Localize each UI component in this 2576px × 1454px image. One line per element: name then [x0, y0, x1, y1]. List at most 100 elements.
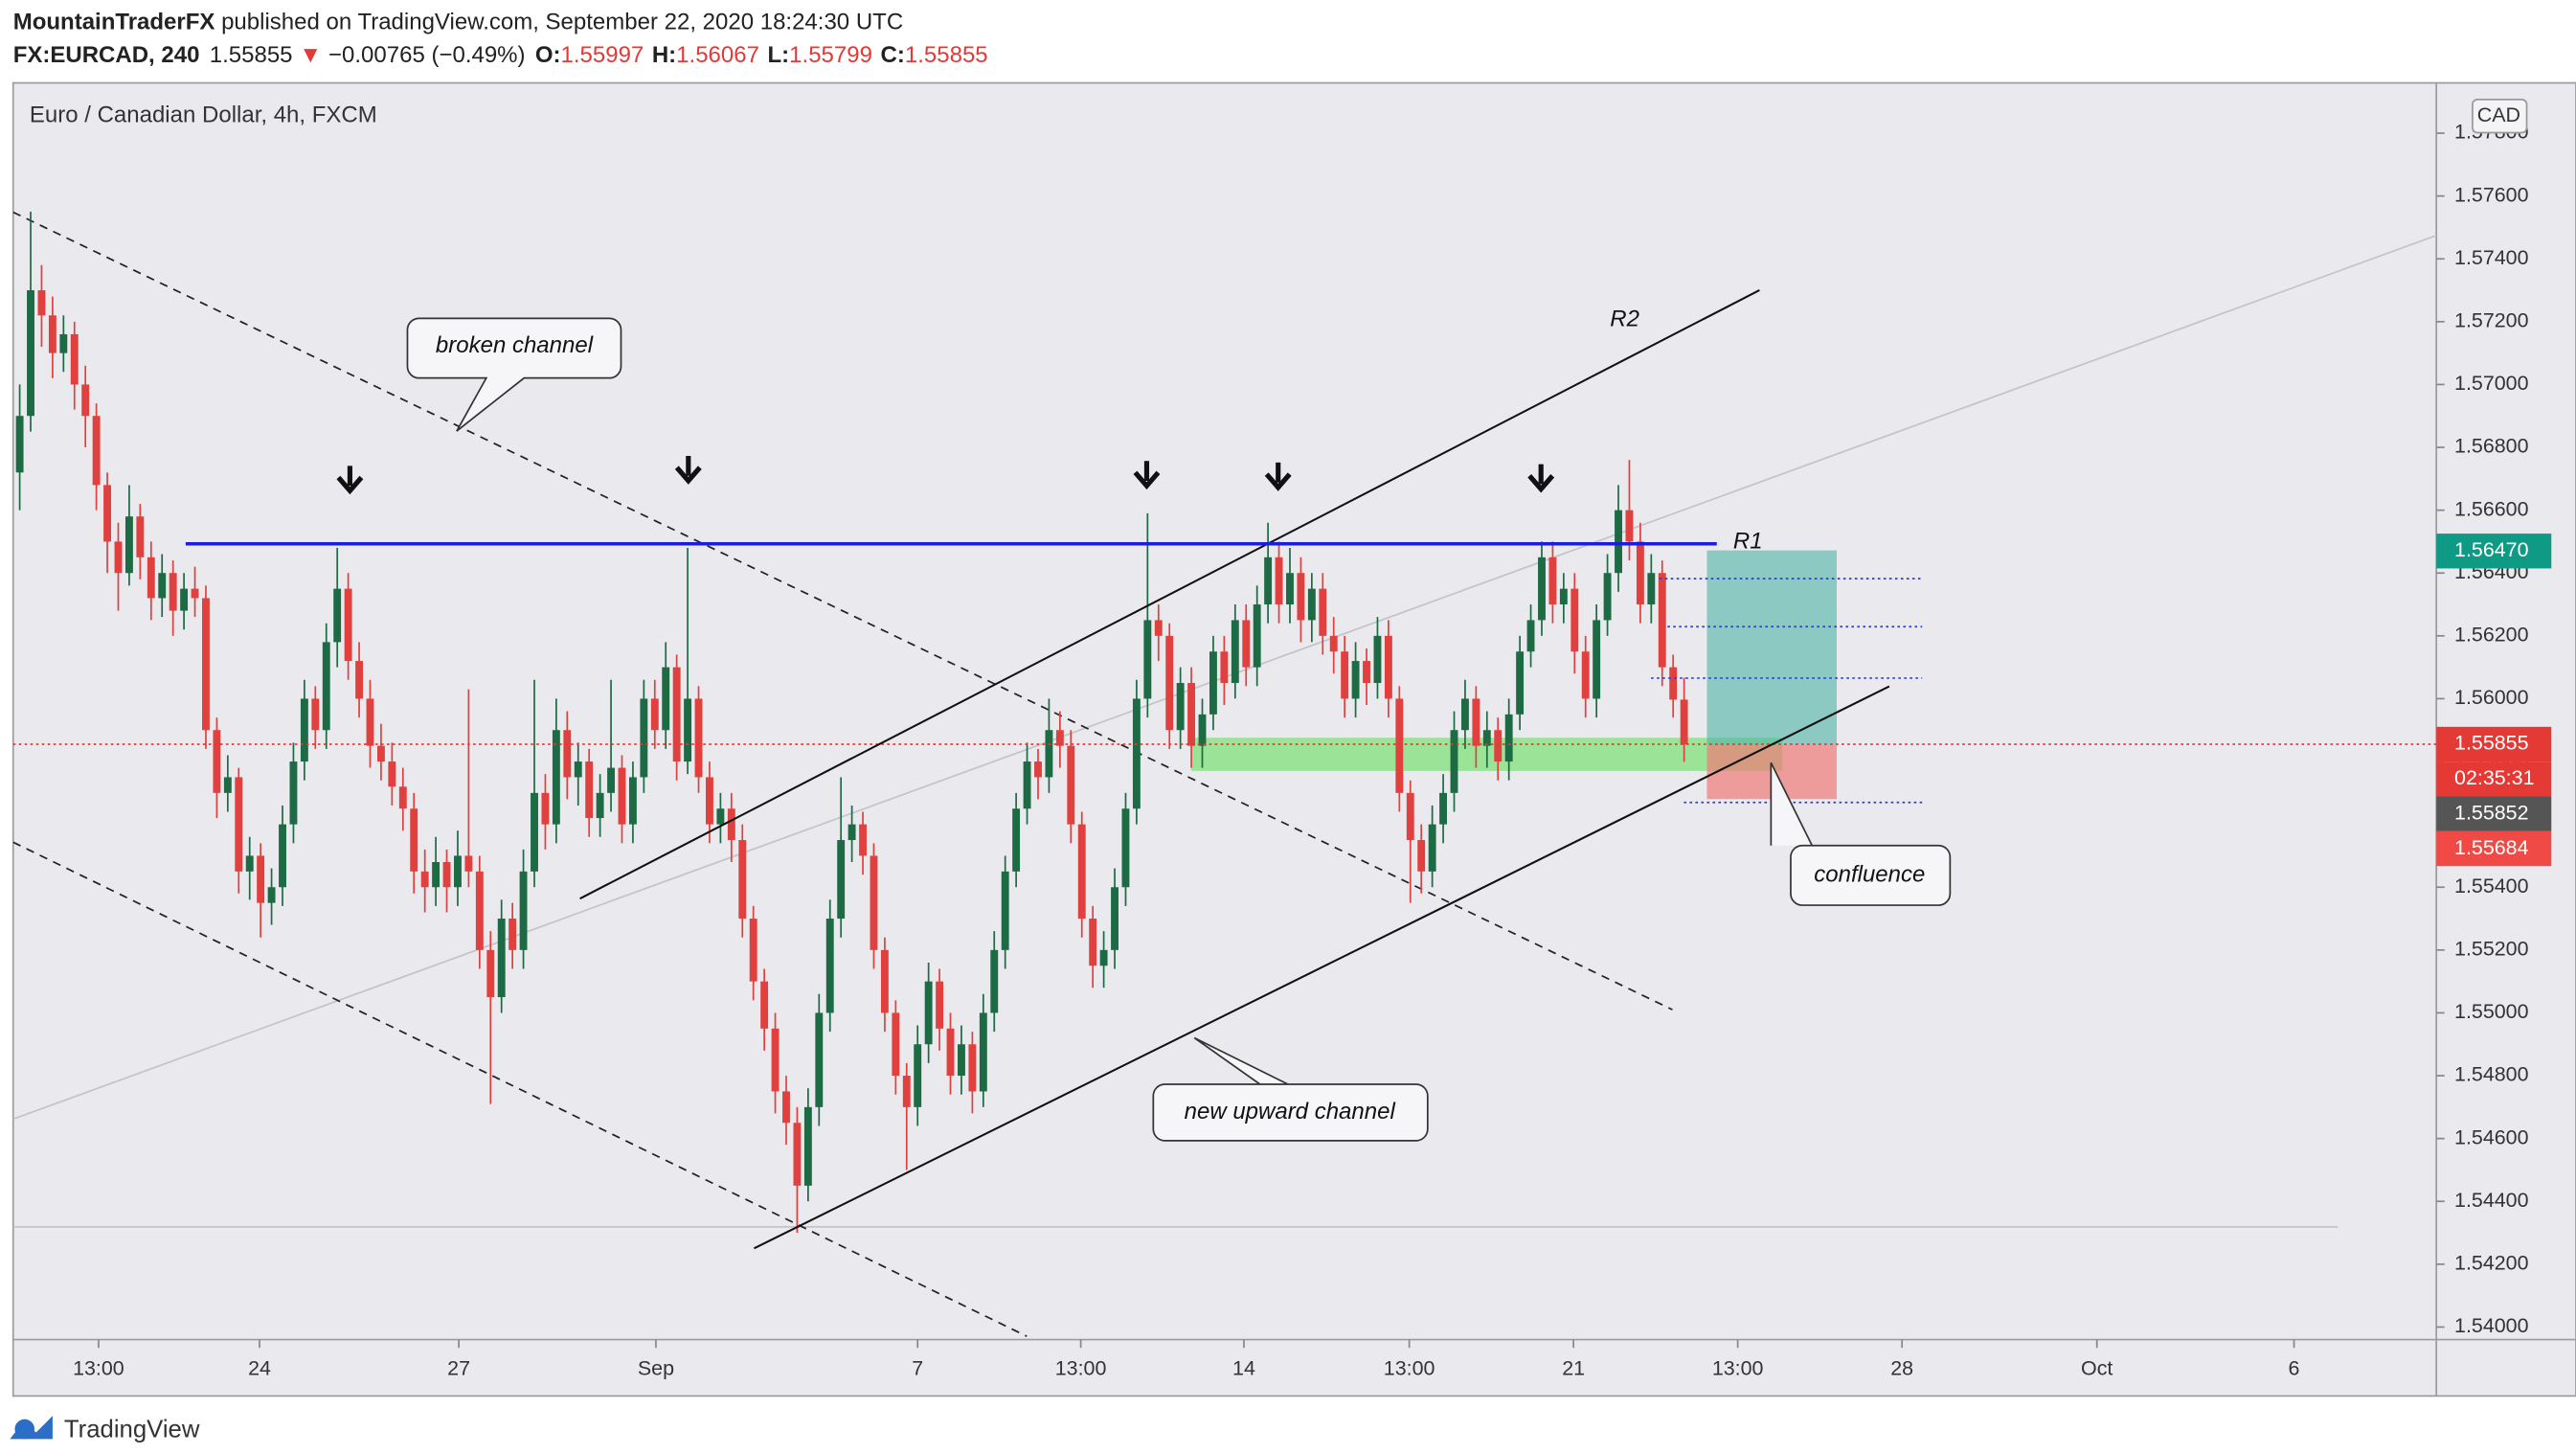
- logo-mark: [10, 1416, 53, 1440]
- x-tick-label: 13:00: [1384, 1356, 1435, 1379]
- candle-body: [552, 730, 560, 825]
- y-tick-label: 1.56800: [2454, 435, 2529, 458]
- annotation: new upward channel: [1185, 1099, 1396, 1125]
- candle-body: [1593, 620, 1601, 699]
- candle-body: [1264, 557, 1273, 605]
- candle-body: [1417, 840, 1426, 872]
- candle-body: [968, 1044, 977, 1092]
- candle-body: [716, 808, 725, 825]
- quote-line: FX:EURCAD, 240 1.55855 ▼ −0.00765 (−0.49%) O…: [13, 42, 988, 68]
- callout: [1152, 1036, 1429, 1142]
- candle-body: [333, 588, 342, 643]
- candle-body: [1220, 651, 1229, 684]
- candle-body: [1603, 573, 1612, 621]
- candle-body: [245, 855, 254, 872]
- candle-body: [235, 777, 243, 872]
- candle-body: [793, 1123, 802, 1186]
- candle-body: [454, 855, 462, 888]
- candle-body: [420, 871, 429, 888]
- ohlc-key: O:: [535, 42, 561, 68]
- candle-body: [355, 661, 364, 699]
- candle-body: [1559, 588, 1568, 605]
- candle-body: [1636, 541, 1644, 605]
- candle-body: [1428, 824, 1436, 872]
- price-label-box: [2436, 796, 2552, 831]
- ohlc-key: H:: [652, 42, 676, 68]
- candle-body: [1373, 635, 1382, 684]
- candle-body: [37, 290, 46, 316]
- down-arrow: [1264, 462, 1292, 491]
- overlay-drawings: [185, 288, 1952, 1250]
- brand: TradingView: [64, 1417, 200, 1443]
- candle-body: [158, 573, 167, 599]
- level-label: R2: [1610, 306, 1639, 331]
- y-tick-label: 1.55000: [2454, 1000, 2529, 1023]
- candle-body: [585, 761, 594, 819]
- candle-body: [936, 981, 944, 1029]
- published: published on TradingView.com, September …: [215, 10, 903, 35]
- candle-body: [257, 855, 265, 903]
- candle-body: [1055, 730, 1064, 746]
- x-tick-label: 13:00: [73, 1356, 124, 1379]
- axes: 1.54000 1.54200 1.54400 1.54600 1.54800 1.550…: [73, 121, 2552, 1379]
- y-tick-label: 1.54200: [2454, 1251, 2529, 1274]
- candle-body: [815, 1012, 824, 1107]
- candle-body: [70, 333, 79, 385]
- candle-body: [398, 786, 407, 809]
- candle-body: [1384, 635, 1392, 699]
- candle-body: [1482, 730, 1491, 746]
- candle-body: [1363, 661, 1370, 684]
- arrows: [336, 455, 1555, 495]
- candle-body: [1329, 635, 1338, 652]
- candle-body: [300, 698, 308, 762]
- candle-body: [1045, 730, 1053, 778]
- x-tick-label: 14: [1232, 1356, 1255, 1379]
- old-channel-top: [12, 211, 1673, 1011]
- candle-body: [574, 761, 582, 778]
- candle-body: [1307, 588, 1316, 621]
- candle-body: [563, 730, 572, 778]
- candle-body: [596, 792, 604, 819]
- author: MountainTraderFX: [13, 10, 215, 35]
- chart-title: Euro / Canadian Dollar, 4h, FXCM: [30, 102, 377, 127]
- candle-body: [1548, 557, 1557, 605]
- ohlc-value: 1.56067: [676, 42, 759, 68]
- candle-body: [727, 808, 735, 841]
- candle-body: [847, 824, 856, 841]
- candle-body: [1176, 683, 1185, 731]
- candle-body: [541, 792, 550, 825]
- candle-body: [103, 485, 112, 542]
- candle-body: [803, 1106, 812, 1186]
- candle-body: [223, 777, 232, 793]
- currency: CAD: [2477, 103, 2520, 126]
- candle-body: [1494, 730, 1503, 762]
- symbol: FX:EURCAD, 240: [13, 42, 200, 68]
- annotation: confluence: [1814, 861, 1925, 887]
- x-tick-label: 13:00: [1055, 1356, 1107, 1379]
- candle-body: [442, 861, 451, 888]
- candle-body: [650, 698, 659, 731]
- candle-body: [760, 981, 769, 1029]
- y-tick-label: 1.55400: [2454, 875, 2529, 897]
- x-tick-label: 21: [1562, 1356, 1585, 1379]
- candle-body: [1111, 887, 1119, 950]
- candle-body: [180, 588, 189, 611]
- candle-body: [1472, 698, 1480, 746]
- price-label-box: [2436, 830, 2552, 867]
- candle-body: [497, 919, 506, 998]
- candle-body: [1089, 919, 1097, 966]
- y-tick-label: 1.54800: [2454, 1063, 2529, 1086]
- candle-body: [782, 1091, 790, 1124]
- price-label: 1.55852: [2454, 801, 2528, 824]
- candle-body: [1538, 557, 1546, 621]
- candle-body: [519, 871, 528, 950]
- price-label: 1.56470: [2454, 538, 2529, 561]
- ohlc-value: 1.55997: [561, 42, 644, 68]
- y-tick-label: 1.55200: [2454, 937, 2529, 960]
- candle-body: [322, 642, 330, 731]
- candle-body: [191, 588, 199, 599]
- candle-body: [738, 840, 747, 920]
- candle-body: [366, 698, 374, 746]
- candle-body: [706, 777, 713, 825]
